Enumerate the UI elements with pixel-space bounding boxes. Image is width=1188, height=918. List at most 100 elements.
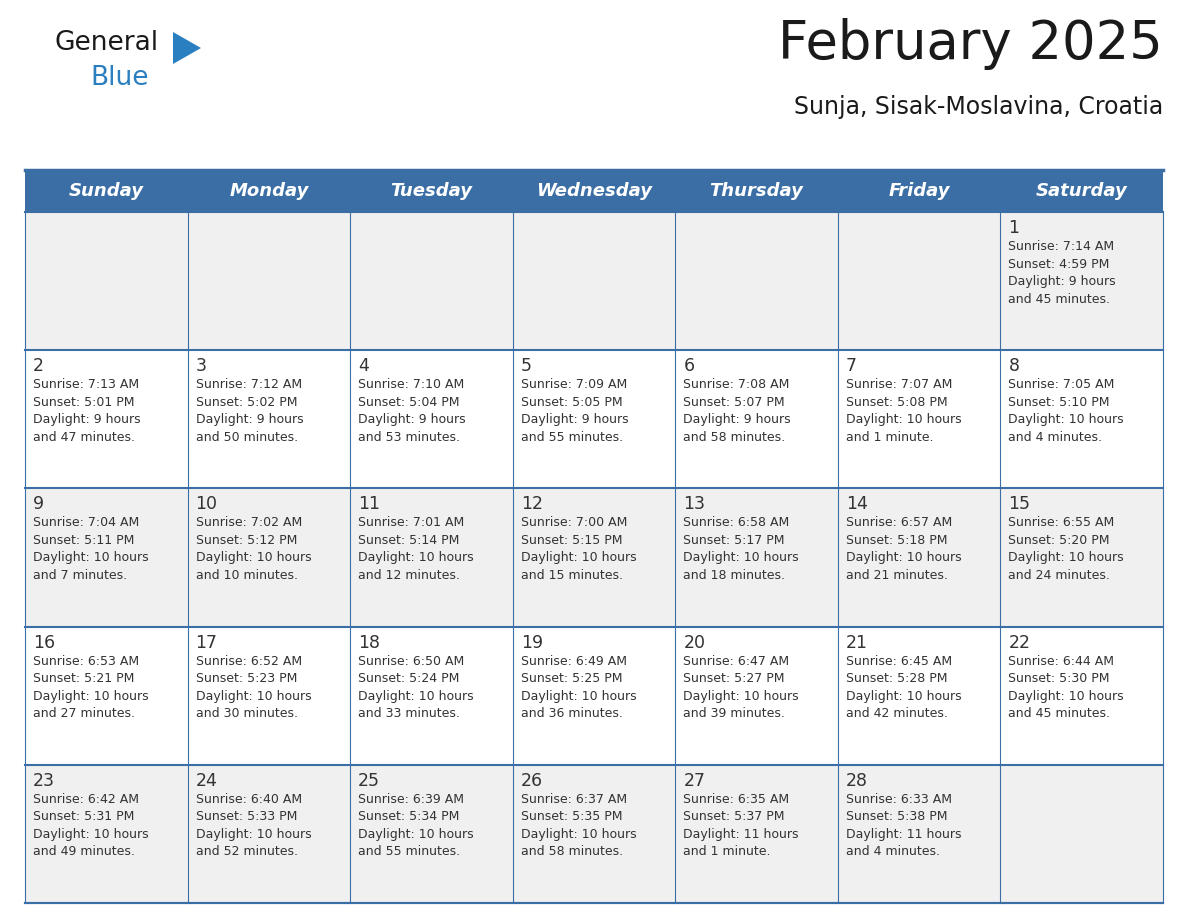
Text: and 52 minutes.: and 52 minutes.: [196, 845, 297, 858]
Text: Sunrise: 7:07 AM: Sunrise: 7:07 AM: [846, 378, 953, 391]
Text: Sunrise: 6:37 AM: Sunrise: 6:37 AM: [520, 793, 627, 806]
Text: Sunset: 5:12 PM: Sunset: 5:12 PM: [196, 534, 297, 547]
Text: Sunrise: 7:10 AM: Sunrise: 7:10 AM: [358, 378, 465, 391]
Text: 17: 17: [196, 633, 217, 652]
Text: 22: 22: [1009, 633, 1030, 652]
Text: and 55 minutes.: and 55 minutes.: [520, 431, 623, 443]
Text: Sunday: Sunday: [69, 182, 144, 200]
Text: Sunset: 5:17 PM: Sunset: 5:17 PM: [683, 534, 785, 547]
Text: and 55 minutes.: and 55 minutes.: [358, 845, 460, 858]
Text: Sunset: 5:18 PM: Sunset: 5:18 PM: [846, 534, 947, 547]
Text: 3: 3: [196, 357, 207, 375]
Text: Daylight: 10 hours: Daylight: 10 hours: [33, 689, 148, 702]
Text: Sunset: 5:04 PM: Sunset: 5:04 PM: [358, 396, 460, 409]
Text: Sunrise: 7:12 AM: Sunrise: 7:12 AM: [196, 378, 302, 391]
Text: Daylight: 10 hours: Daylight: 10 hours: [358, 828, 474, 841]
Text: 24: 24: [196, 772, 217, 789]
Text: 14: 14: [846, 496, 867, 513]
Text: Sunrise: 6:57 AM: Sunrise: 6:57 AM: [846, 517, 952, 530]
Text: Sunset: 5:27 PM: Sunset: 5:27 PM: [683, 672, 785, 685]
Text: Sunrise: 7:13 AM: Sunrise: 7:13 AM: [33, 378, 139, 391]
Text: and 39 minutes.: and 39 minutes.: [683, 707, 785, 720]
Text: 27: 27: [683, 772, 706, 789]
Text: 1: 1: [1009, 219, 1019, 237]
Text: 19: 19: [520, 633, 543, 652]
Bar: [513, 170, 675, 212]
Text: Daylight: 10 hours: Daylight: 10 hours: [358, 552, 474, 565]
Text: Sunset: 5:37 PM: Sunset: 5:37 PM: [683, 811, 785, 823]
Text: and 58 minutes.: and 58 minutes.: [683, 431, 785, 443]
Text: Daylight: 10 hours: Daylight: 10 hours: [358, 689, 474, 702]
Text: Sunset: 5:01 PM: Sunset: 5:01 PM: [33, 396, 134, 409]
Text: General: General: [55, 30, 159, 56]
Bar: [188, 170, 350, 212]
Bar: [350, 170, 513, 212]
Text: and 21 minutes.: and 21 minutes.: [846, 569, 948, 582]
Text: Sunset: 5:05 PM: Sunset: 5:05 PM: [520, 396, 623, 409]
Text: and 1 minute.: and 1 minute.: [683, 845, 771, 858]
Text: and 18 minutes.: and 18 minutes.: [683, 569, 785, 582]
Text: Sunset: 5:28 PM: Sunset: 5:28 PM: [846, 672, 947, 685]
Text: Wednesday: Wednesday: [536, 182, 652, 200]
Text: 23: 23: [33, 772, 55, 789]
Text: and 53 minutes.: and 53 minutes.: [358, 431, 460, 443]
Text: Sunset: 5:33 PM: Sunset: 5:33 PM: [196, 811, 297, 823]
Text: and 49 minutes.: and 49 minutes.: [33, 845, 135, 858]
Text: Sunrise: 6:45 AM: Sunrise: 6:45 AM: [846, 655, 952, 667]
Text: Sunset: 5:20 PM: Sunset: 5:20 PM: [1009, 534, 1110, 547]
Text: and 1 minute.: and 1 minute.: [846, 431, 934, 443]
Text: Sunset: 5:08 PM: Sunset: 5:08 PM: [846, 396, 948, 409]
Text: 10: 10: [196, 496, 217, 513]
Text: Daylight: 9 hours: Daylight: 9 hours: [358, 413, 466, 426]
Text: Sunrise: 6:33 AM: Sunrise: 6:33 AM: [846, 793, 952, 806]
Text: and 24 minutes.: and 24 minutes.: [1009, 569, 1111, 582]
Text: Daylight: 10 hours: Daylight: 10 hours: [683, 689, 798, 702]
Text: Daylight: 9 hours: Daylight: 9 hours: [1009, 275, 1116, 288]
Text: and 4 minutes.: and 4 minutes.: [846, 845, 940, 858]
Text: Sunrise: 6:39 AM: Sunrise: 6:39 AM: [358, 793, 465, 806]
Text: Sunrise: 7:02 AM: Sunrise: 7:02 AM: [196, 517, 302, 530]
Text: Daylight: 10 hours: Daylight: 10 hours: [33, 552, 148, 565]
Text: Sunset: 5:24 PM: Sunset: 5:24 PM: [358, 672, 460, 685]
Text: Daylight: 10 hours: Daylight: 10 hours: [1009, 413, 1124, 426]
Text: Saturday: Saturday: [1036, 182, 1127, 200]
Text: Daylight: 10 hours: Daylight: 10 hours: [1009, 689, 1124, 702]
Text: Daylight: 10 hours: Daylight: 10 hours: [196, 828, 311, 841]
Text: Sunja, Sisak-Moslavina, Croatia: Sunja, Sisak-Moslavina, Croatia: [794, 95, 1163, 119]
Text: Sunset: 5:38 PM: Sunset: 5:38 PM: [846, 811, 947, 823]
Text: 8: 8: [1009, 357, 1019, 375]
Text: and 30 minutes.: and 30 minutes.: [196, 707, 297, 720]
Text: Daylight: 10 hours: Daylight: 10 hours: [33, 828, 148, 841]
Text: Monday: Monday: [229, 182, 309, 200]
Text: Sunset: 5:07 PM: Sunset: 5:07 PM: [683, 396, 785, 409]
Text: 6: 6: [683, 357, 695, 375]
Text: and 42 minutes.: and 42 minutes.: [846, 707, 948, 720]
Text: 12: 12: [520, 496, 543, 513]
Text: Sunset: 5:35 PM: Sunset: 5:35 PM: [520, 811, 623, 823]
Text: Sunset: 5:10 PM: Sunset: 5:10 PM: [1009, 396, 1110, 409]
Text: Daylight: 11 hours: Daylight: 11 hours: [683, 828, 798, 841]
Text: Sunset: 5:02 PM: Sunset: 5:02 PM: [196, 396, 297, 409]
Text: Sunset: 5:14 PM: Sunset: 5:14 PM: [358, 534, 460, 547]
Text: Thursday: Thursday: [709, 182, 803, 200]
Text: Daylight: 10 hours: Daylight: 10 hours: [683, 552, 798, 565]
Text: Sunrise: 7:00 AM: Sunrise: 7:00 AM: [520, 517, 627, 530]
Text: 11: 11: [358, 496, 380, 513]
Text: 2: 2: [33, 357, 44, 375]
Text: and 4 minutes.: and 4 minutes.: [1009, 431, 1102, 443]
Text: Sunrise: 7:09 AM: Sunrise: 7:09 AM: [520, 378, 627, 391]
Text: and 45 minutes.: and 45 minutes.: [1009, 293, 1111, 306]
Text: and 7 minutes.: and 7 minutes.: [33, 569, 127, 582]
Text: Friday: Friday: [889, 182, 950, 200]
Text: and 12 minutes.: and 12 minutes.: [358, 569, 460, 582]
Text: 26: 26: [520, 772, 543, 789]
Text: Daylight: 10 hours: Daylight: 10 hours: [520, 552, 637, 565]
Text: Sunrise: 6:58 AM: Sunrise: 6:58 AM: [683, 517, 790, 530]
Text: Sunset: 5:30 PM: Sunset: 5:30 PM: [1009, 672, 1110, 685]
Text: Daylight: 9 hours: Daylight: 9 hours: [683, 413, 791, 426]
Text: 16: 16: [33, 633, 55, 652]
Text: 18: 18: [358, 633, 380, 652]
Text: Sunset: 5:21 PM: Sunset: 5:21 PM: [33, 672, 134, 685]
Bar: [25, 488, 1163, 627]
Text: Sunrise: 6:52 AM: Sunrise: 6:52 AM: [196, 655, 302, 667]
